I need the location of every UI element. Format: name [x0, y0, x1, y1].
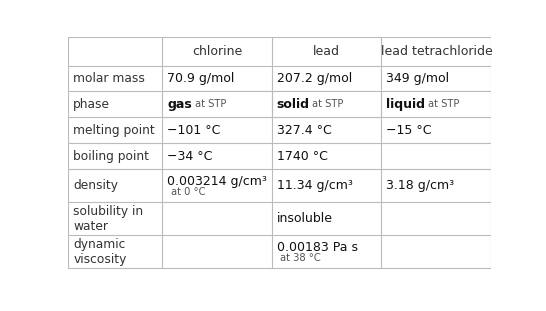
Text: 349 g/mol: 349 g/mol — [387, 72, 449, 85]
Text: 11.34 g/cm³: 11.34 g/cm³ — [277, 179, 353, 192]
Text: 0.003214 g/cm³: 0.003214 g/cm³ — [167, 175, 267, 188]
Text: 3.18 g/cm³: 3.18 g/cm³ — [387, 179, 455, 192]
Text: at STP: at STP — [390, 104, 421, 114]
Text: −101 °C: −101 °C — [167, 124, 221, 137]
Bar — [272, 91, 382, 117]
Text: molar mass: molar mass — [73, 72, 145, 85]
Text: 0.00183 Pa s: 0.00183 Pa s — [277, 241, 358, 254]
Text: gas: gas — [167, 95, 192, 108]
Text: lead tetrachloride: lead tetrachloride — [381, 45, 492, 58]
Text: at STP: at STP — [312, 100, 344, 109]
Text: insoluble: insoluble — [277, 212, 333, 225]
Text: at STP: at STP — [280, 104, 312, 114]
Text: −34 °C: −34 °C — [167, 150, 212, 163]
Text: density: density — [73, 179, 118, 192]
Text: at 0 °C: at 0 °C — [171, 187, 205, 197]
Text: 70.9 g/mol: 70.9 g/mol — [167, 72, 235, 85]
Text: solubility in
water: solubility in water — [73, 205, 144, 233]
Text: at 38 °C: at 38 °C — [280, 253, 321, 263]
Text: at STP: at STP — [194, 100, 226, 109]
Bar — [162, 91, 272, 117]
Text: at STP: at STP — [171, 104, 202, 114]
Text: −15 °C: −15 °C — [387, 124, 432, 137]
Text: liquid: liquid — [387, 95, 425, 108]
Text: solid: solid — [277, 95, 310, 108]
Text: dynamic
viscosity: dynamic viscosity — [73, 238, 127, 266]
Text: 1740 °C: 1740 °C — [277, 150, 328, 163]
Text: at STP: at STP — [428, 100, 459, 109]
Text: liquid: liquid — [387, 98, 425, 111]
Text: 207.2 g/mol: 207.2 g/mol — [277, 72, 352, 85]
Text: solid: solid — [277, 98, 310, 111]
Text: boiling point: boiling point — [73, 150, 149, 163]
Text: melting point: melting point — [73, 124, 155, 137]
Text: phase: phase — [73, 98, 110, 111]
Bar — [381, 91, 491, 117]
Text: lead: lead — [313, 45, 340, 58]
Text: 327.4 °C: 327.4 °C — [277, 124, 331, 137]
Text: chlorine: chlorine — [192, 45, 242, 58]
Text: gas: gas — [167, 98, 192, 111]
